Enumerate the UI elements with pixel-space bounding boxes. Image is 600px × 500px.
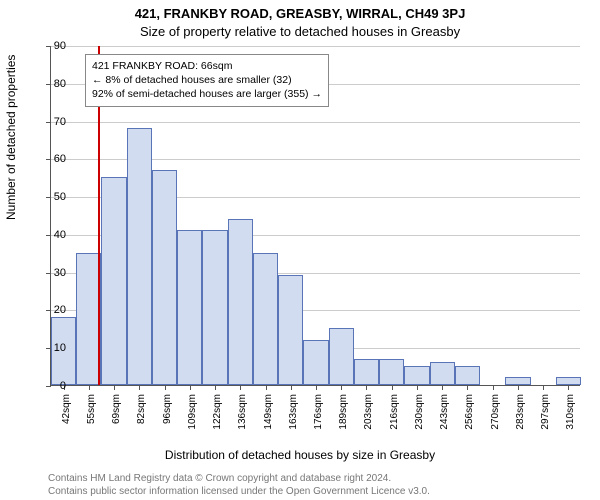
x-tick-label: 283sqm <box>515 394 526 438</box>
annotation-box: 421 FRANKBY ROAD: 66sqm ← 8% of detached… <box>85 54 329 107</box>
histogram-bar <box>127 128 152 385</box>
gridline <box>51 122 580 123</box>
y-tick-label: 0 <box>36 380 66 392</box>
x-tick <box>366 385 367 390</box>
x-tick <box>215 385 216 390</box>
histogram-bar <box>505 377 530 385</box>
x-tick-label: 176sqm <box>313 394 324 438</box>
x-tick-label: 189sqm <box>338 394 349 438</box>
histogram-bar <box>177 230 202 385</box>
histogram-bar <box>354 359 379 385</box>
histogram-bar <box>202 230 227 385</box>
annotation-line: 92% of semi-detached houses are larger (… <box>92 87 322 101</box>
y-tick-label: 40 <box>36 229 66 241</box>
x-tick-label: 310sqm <box>565 394 576 438</box>
x-tick <box>316 385 317 390</box>
footer-license: Contains public sector information licen… <box>48 486 430 497</box>
histogram-bar <box>228 219 253 385</box>
x-tick <box>543 385 544 390</box>
histogram-bar <box>430 362 455 385</box>
x-tick <box>467 385 468 390</box>
x-tick <box>417 385 418 390</box>
y-tick-label: 30 <box>36 267 66 279</box>
x-tick-label: 96sqm <box>162 394 173 438</box>
chart-subtitle: Size of property relative to detached ho… <box>0 24 600 39</box>
x-tick-label: 149sqm <box>263 394 274 438</box>
histogram-bar <box>253 253 278 385</box>
y-tick-label: 90 <box>36 40 66 52</box>
x-tick-label: 203sqm <box>363 394 374 438</box>
x-tick-label: 69sqm <box>111 394 122 438</box>
x-tick <box>442 385 443 390</box>
histogram-bar <box>379 359 404 385</box>
y-tick-label: 20 <box>36 304 66 316</box>
x-tick-label: 82sqm <box>136 394 147 438</box>
x-tick-label: 136sqm <box>237 394 248 438</box>
annotation-line: ← 8% of detached houses are smaller (32) <box>92 73 322 87</box>
gridline <box>51 46 580 47</box>
y-tick-label: 80 <box>36 78 66 90</box>
histogram-bar <box>101 177 126 385</box>
y-tick-label: 70 <box>36 116 66 128</box>
x-tick <box>240 385 241 390</box>
x-tick-label: 216sqm <box>389 394 400 438</box>
histogram-bar <box>455 366 480 385</box>
plot-area: 421 FRANKBY ROAD: 66sqm ← 8% of detached… <box>50 46 580 386</box>
x-tick <box>291 385 292 390</box>
histogram-bar <box>556 377 581 385</box>
x-tick-label: 230sqm <box>414 394 425 438</box>
histogram-bar <box>152 170 177 385</box>
x-tick <box>568 385 569 390</box>
x-tick <box>114 385 115 390</box>
x-tick <box>89 385 90 390</box>
x-tick <box>190 385 191 390</box>
x-tick-label: 42sqm <box>61 394 72 438</box>
x-tick-label: 297sqm <box>540 394 551 438</box>
histogram-bar <box>329 328 354 385</box>
x-tick <box>518 385 519 390</box>
footer-copyright: Contains HM Land Registry data © Crown c… <box>48 473 391 484</box>
x-tick-label: 109sqm <box>187 394 198 438</box>
x-tick <box>493 385 494 390</box>
x-tick <box>392 385 393 390</box>
chart-title: 421, FRANKBY ROAD, GREASBY, WIRRAL, CH49… <box>0 6 600 21</box>
histogram-bar <box>303 340 328 385</box>
y-axis-label: Number of detached properties <box>4 55 18 220</box>
x-tick <box>266 385 267 390</box>
x-tick-label: 55sqm <box>86 394 97 438</box>
chart-container: 421, FRANKBY ROAD, GREASBY, WIRRAL, CH49… <box>0 0 600 500</box>
y-tick-label: 60 <box>36 153 66 165</box>
histogram-bar <box>404 366 429 385</box>
x-tick <box>341 385 342 390</box>
y-tick-label: 50 <box>36 191 66 203</box>
x-tick-label: 256sqm <box>464 394 475 438</box>
y-tick-label: 10 <box>36 342 66 354</box>
x-axis-label: Distribution of detached houses by size … <box>0 448 600 462</box>
histogram-bar <box>278 275 303 385</box>
x-tick-label: 122sqm <box>212 394 223 438</box>
annotation-line: 421 FRANKBY ROAD: 66sqm <box>92 59 322 73</box>
x-tick <box>139 385 140 390</box>
x-tick-label: 163sqm <box>288 394 299 438</box>
x-tick <box>165 385 166 390</box>
x-tick-label: 270sqm <box>490 394 501 438</box>
x-tick-label: 243sqm <box>439 394 450 438</box>
